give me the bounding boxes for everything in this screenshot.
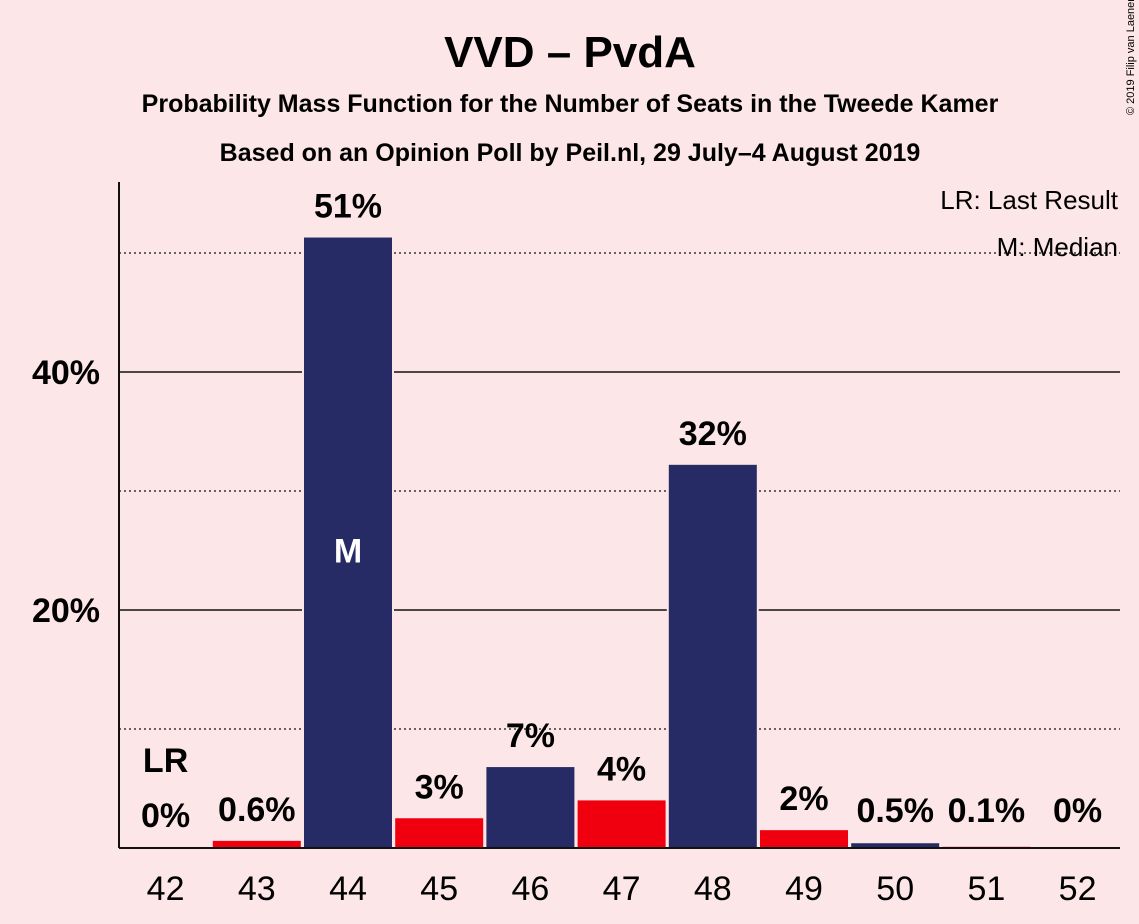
x-tick-label-43: 43 [238,870,276,908]
x-tick-label-50: 50 [876,870,914,908]
value-label-43: 0.6% [218,791,296,829]
x-tick-label-47: 47 [603,870,641,908]
x-tick-labels: 42 43 44 45 46 47 48 49 50 51 52 [147,870,1097,908]
bar-48 [668,464,757,848]
bar-49 [760,830,848,848]
value-labels: LR 0% 0.6% 51% M 3% 7% 4% 32% 2% 0.5% 0.1% 0% [141,188,1102,835]
x-tick-label-46: 46 [511,870,549,908]
last-result-marker: LR [143,742,188,780]
x-tick-label-44: 44 [329,870,367,908]
y-tick-labels: 20% 40% [32,354,100,630]
chart-subtitle-poll: Based on an Opinion Poll by Peil.nl, 29 … [220,139,921,167]
value-label-50: 0.5% [856,792,934,830]
value-label-48: 32% [679,415,747,453]
value-label-45: 3% [415,768,464,806]
y-tick-label: 40% [32,354,100,392]
bar-45 [395,818,484,848]
bar-gap-51 [940,844,1033,848]
value-label-44: 51% [314,188,382,226]
value-label-52: 0% [1053,792,1102,830]
x-tick-label-52: 52 [1059,870,1097,908]
x-tick-label-51: 51 [967,870,1005,908]
legend-last-result: LR: Last Result [940,185,1119,215]
bar-50 [851,843,940,848]
y-tick-label: 20% [32,592,100,630]
chart-title: VVD – PvdA [444,28,696,77]
bars [212,237,1031,848]
value-label-42: 0% [141,797,190,835]
chart-subtitle: Probability Mass Function for the Number… [142,90,999,118]
x-tick-label-49: 49 [785,870,823,908]
legend-median: M: Median [997,232,1118,262]
bar-44 [304,237,392,848]
value-label-51: 0.1% [948,792,1026,830]
value-label-47: 4% [597,750,646,788]
median-marker: M [334,533,362,571]
bar-47 [577,800,666,848]
value-label-46: 7% [506,717,555,755]
x-tick-label-42: 42 [147,870,185,908]
copyright-notice: © 2019 Filip van Laenen [1125,0,1137,115]
value-label-49: 2% [779,780,828,818]
bar-46 [486,767,575,848]
x-tick-label-48: 48 [694,870,732,908]
x-tick-label-45: 45 [420,870,458,908]
bar-43 [212,840,301,848]
